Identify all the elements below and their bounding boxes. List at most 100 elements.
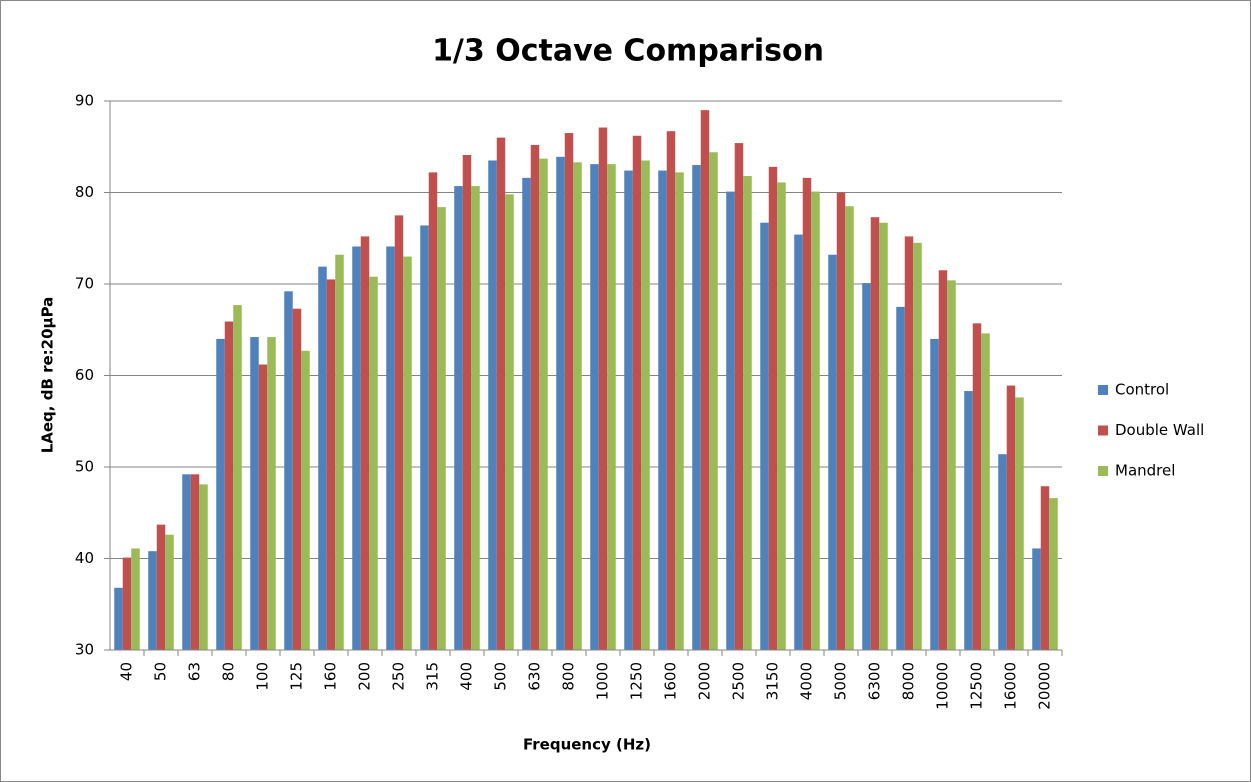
x-axis-label: Frequency (Hz): [523, 736, 651, 754]
bar: [224, 321, 234, 650]
bar: [802, 177, 812, 651]
x-tick-label: 315: [424, 662, 442, 691]
x-tick-label: 80: [220, 662, 238, 681]
bar: [828, 254, 837, 650]
bar: [369, 276, 378, 650]
bar: [870, 217, 880, 650]
bar: [292, 308, 302, 650]
x-tick-label: 50: [152, 662, 170, 681]
bar: [284, 291, 293, 650]
x-tick-label: 1000: [594, 662, 612, 700]
bar: [318, 266, 327, 650]
bar: [462, 154, 472, 651]
bar: [938, 270, 948, 650]
bar: [700, 110, 710, 650]
y-tick-label: 50: [75, 458, 94, 476]
bar: [964, 391, 973, 650]
x-tick-label: 20000: [1036, 662, 1054, 710]
y-tick-label: 60: [75, 366, 94, 384]
bar: [641, 160, 650, 650]
bar: [216, 338, 225, 650]
bar: [386, 246, 395, 651]
x-tick-label: 12500: [968, 662, 986, 710]
bar: [233, 305, 242, 650]
bar: [131, 548, 140, 650]
bar: [488, 160, 497, 650]
legend-label: Mandrel: [1115, 462, 1175, 480]
bar: [913, 242, 922, 650]
x-tick-label: 100: [254, 662, 272, 691]
chart-title: 1/3 Octave Comparison: [432, 34, 824, 69]
bar: [1032, 548, 1041, 650]
bar: [760, 222, 769, 650]
x-tick-label: 4000: [798, 662, 816, 700]
x-tick-label: 16000: [1002, 662, 1020, 710]
legend-swatch: [1098, 466, 1108, 476]
bar: [165, 534, 174, 650]
bar: [122, 557, 132, 650]
bar: [743, 176, 752, 650]
bar: [156, 524, 166, 650]
bar: [437, 207, 446, 650]
legend-swatch: [1098, 425, 1108, 436]
x-tick-label: 125: [288, 662, 306, 691]
bar: [496, 137, 506, 651]
bar: [182, 474, 191, 650]
x-tick-label: 250: [390, 662, 408, 691]
x-tick-label: 63: [186, 662, 204, 681]
bar: [556, 156, 565, 650]
bar: [250, 337, 259, 650]
bar: [734, 143, 744, 650]
bar: [530, 144, 540, 651]
legend-label: Control: [1115, 381, 1169, 399]
x-tick-label: 6300: [866, 662, 884, 700]
bar: [590, 164, 599, 650]
bar: [505, 194, 514, 650]
bar: [862, 283, 871, 650]
bar: [675, 172, 684, 650]
x-tick-label: 160: [322, 662, 340, 691]
bar: [394, 215, 404, 650]
bar: [454, 186, 463, 650]
bar: [972, 323, 982, 650]
x-tick-label: 2500: [730, 662, 748, 700]
bar: [632, 135, 642, 650]
bar: [692, 165, 701, 651]
bar: [1015, 397, 1024, 650]
x-tick-label: 1600: [662, 662, 680, 700]
bar: [624, 170, 633, 651]
y-axis-label: LAeq, dB re:20µPa: [39, 297, 57, 454]
x-tick-label: 10000: [934, 662, 952, 710]
bar: [904, 236, 914, 651]
bar: [1040, 486, 1050, 650]
bar: [768, 166, 778, 650]
bar: [981, 333, 990, 650]
x-tick-label: 630: [526, 662, 544, 691]
bar: [573, 162, 582, 650]
y-tick-label: 30: [75, 641, 94, 659]
bar: [352, 246, 361, 651]
bar: [1006, 385, 1016, 650]
bar: [199, 484, 208, 650]
bar: [726, 191, 735, 650]
y-tick-label: 40: [75, 549, 94, 567]
bar: [190, 474, 200, 650]
y-tick-label: 80: [75, 183, 94, 201]
bar: [811, 191, 820, 650]
bar: [794, 234, 803, 650]
legend-swatch: [1098, 385, 1108, 395]
bar: [930, 338, 939, 650]
x-tick-label: 5000: [832, 662, 850, 700]
bar: [564, 133, 574, 650]
bar: [428, 172, 438, 650]
bar: [879, 222, 888, 650]
bar: [896, 306, 905, 650]
x-tick-label: 1250: [628, 662, 646, 700]
bar: [148, 551, 157, 650]
x-tick-label: 500: [492, 662, 510, 691]
x-tick-label: 8000: [900, 662, 918, 700]
x-tick-label: 40: [118, 662, 136, 681]
bar: [1049, 498, 1058, 650]
bar: [836, 192, 846, 650]
